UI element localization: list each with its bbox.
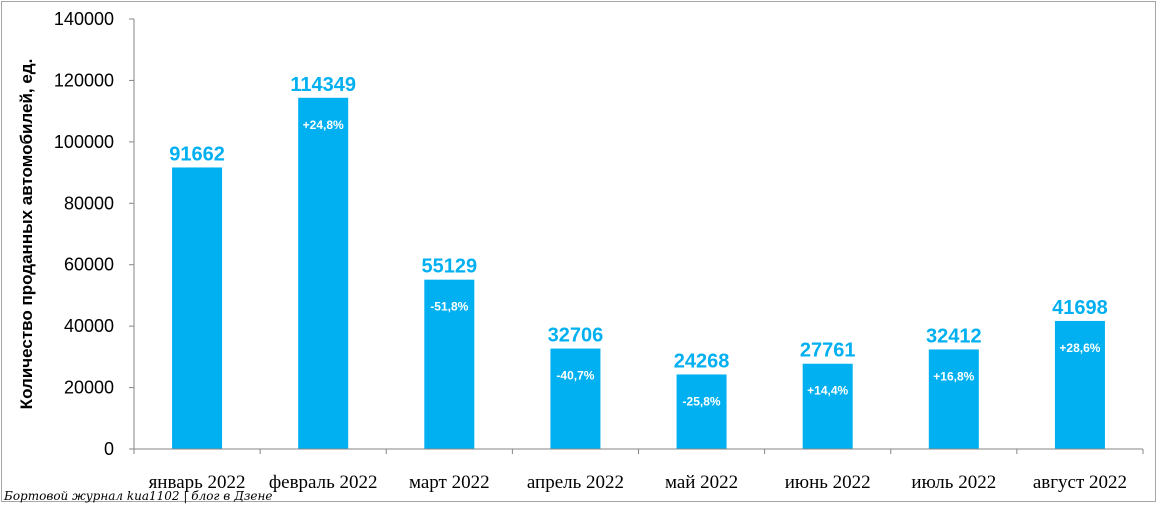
value-label: 32706	[548, 325, 604, 347]
y-axis-title: Количество проданных автомобилей, ед.	[17, 59, 36, 410]
change-label: -25,8%	[683, 394, 721, 408]
value-label: 114349	[290, 74, 356, 96]
x-tick-label: январь 2022	[149, 472, 246, 493]
bar-7	[928, 349, 979, 449]
x-tick-label: июнь 2022	[785, 472, 871, 493]
y-tick-label: 140000	[54, 9, 114, 29]
x-tick-label: апрель 2022	[527, 472, 624, 493]
value-label: 27761	[800, 340, 856, 362]
change-label: +16,8%	[933, 369, 974, 383]
y-tick-label: 60000	[64, 255, 114, 275]
x-tick-label: май 2022	[665, 472, 738, 493]
change-label: +28,6%	[1059, 341, 1100, 355]
axes	[133, 19, 1143, 450]
y-tick-label: 100000	[54, 132, 114, 152]
value-label: 32412	[926, 325, 982, 347]
bar-6	[802, 363, 853, 449]
change-label: +14,4%	[807, 384, 848, 398]
bars	[172, 97, 1105, 449]
value-label: 41698	[1052, 297, 1108, 319]
value-label: 91662	[169, 143, 225, 165]
bar-2	[298, 97, 349, 449]
change-label: +24,8%	[303, 118, 344, 132]
change-label: -51,8%	[430, 300, 468, 314]
watermark: Бортовой журнал kua1102 | блог в Дзене	[4, 489, 273, 503]
y-axis-title-text: Количество проданных автомобилей, ед.	[17, 59, 36, 410]
bar-4	[550, 348, 601, 449]
y-tick-label: 80000	[64, 193, 114, 213]
x-tick-label: июль 2022	[911, 472, 996, 493]
y-tick-label: 40000	[64, 316, 114, 336]
bar-1	[172, 167, 223, 449]
bar-5	[676, 374, 727, 449]
y-tick-label: 0	[104, 439, 114, 459]
y-tick-label: 120000	[54, 70, 114, 90]
data-labels: 91662 114349 +24,8% 55129 -51,8% 32706 -40,7% 2…	[169, 74, 1108, 409]
bar-3	[424, 279, 475, 449]
value-label: 24268	[674, 350, 730, 372]
x-tick-label: август 2022	[1033, 472, 1127, 493]
y-tick-label: 20000	[64, 378, 114, 398]
x-tick-label: март 2022	[409, 472, 490, 493]
change-label: -40,7%	[556, 369, 594, 383]
x-axis-ticks: январь 2022 февраль 2022 март 2022 апрель 2…	[133, 449, 1144, 493]
bar-8	[1054, 320, 1105, 449]
y-axis-ticks: 0 20000 40000 60000 80000 100000 120000 140000	[54, 9, 134, 459]
x-tick-label: февраль 2022	[269, 472, 378, 493]
value-label: 55129	[422, 256, 478, 278]
